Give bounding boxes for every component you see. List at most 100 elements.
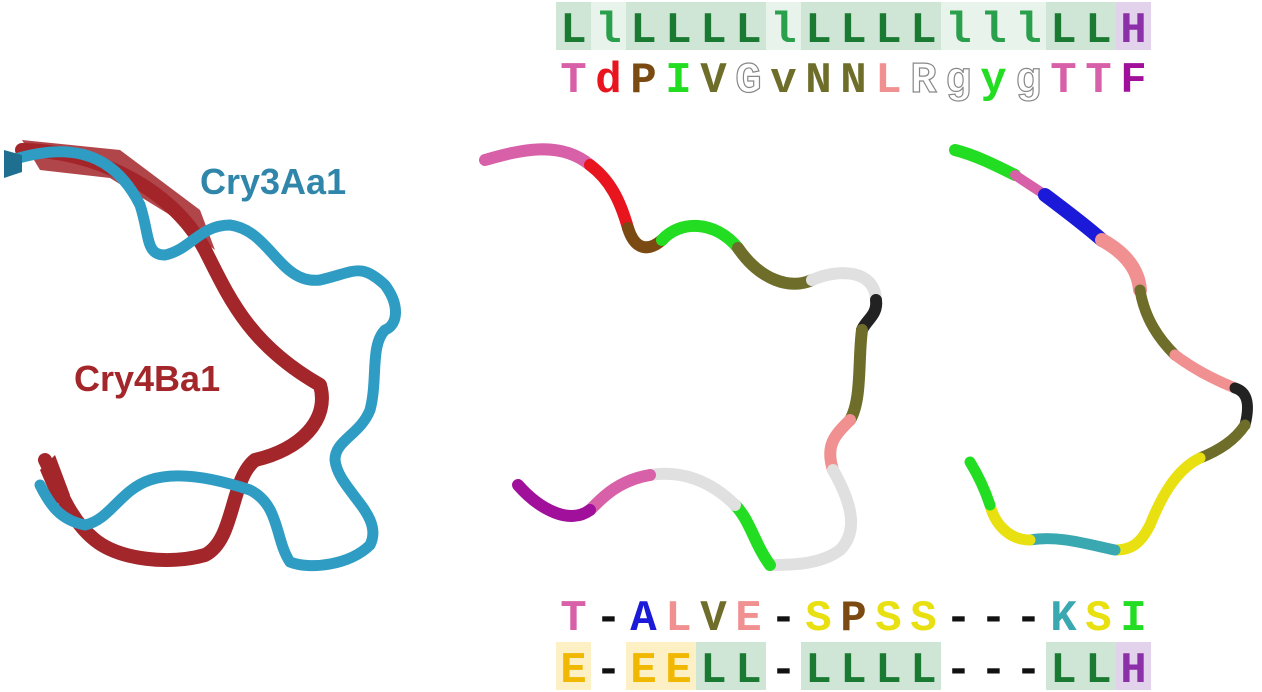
structure-cell-bg: [731, 642, 766, 690]
structure-cell-bg: [1046, 2, 1081, 50]
structure-cell-bg: [591, 2, 626, 50]
cry3aa1-colored-panel: [479, 143, 883, 571]
structure-cell-bg: [906, 2, 941, 50]
segment-y: [729, 499, 776, 571]
segment-k: [1024, 533, 1121, 556]
sequence-letter: N: [805, 56, 831, 106]
sequence-letter: d: [595, 56, 621, 106]
structure-cell-bg: [626, 642, 661, 690]
segment-grey: [806, 267, 882, 306]
segment-t: [479, 143, 596, 171]
structure-letter: l: [980, 6, 1006, 56]
structure-letter: L: [1050, 646, 1076, 692]
structure-letter: L: [840, 646, 866, 692]
structure-cell-bg: [1011, 2, 1046, 50]
structure-cell-bg: [836, 2, 871, 50]
structure-letter: L: [840, 6, 866, 56]
structure-letter: L: [735, 646, 761, 692]
structure-letter: L: [1050, 6, 1076, 56]
structure-letter: L: [910, 6, 936, 56]
structure-cell-bg: [1046, 642, 1081, 690]
structure-cell-bg: [906, 642, 941, 690]
sequence-letter: -: [1015, 594, 1041, 644]
sequence-letter: G: [735, 56, 761, 106]
structure-cell-bg: [871, 2, 906, 50]
sequence-letter: K: [1050, 594, 1077, 644]
sequence-letter: F: [1120, 56, 1146, 106]
structure-letter: -: [1015, 646, 1041, 692]
sequence-letter: E: [735, 594, 761, 644]
structure-letter: L: [910, 646, 936, 692]
structure-cell-bg: [976, 2, 1011, 50]
structure-cell-bg: [1081, 642, 1116, 690]
sequence-letter: S: [910, 594, 936, 644]
structure-cell-bg: [1081, 2, 1116, 50]
sequence-letter: P: [840, 594, 866, 644]
structure-letter: L: [665, 6, 691, 56]
cry3aa1-tube: [6, 146, 401, 572]
structure-cell-bg: [661, 642, 696, 690]
structure-letter: l: [770, 6, 796, 56]
structure-letter: H: [1120, 646, 1146, 692]
segment-l: [824, 414, 856, 476]
sequence-letter: L: [875, 56, 901, 106]
structure-letter: E: [630, 646, 656, 692]
cry4ba1-ribbon-sheet: [22, 140, 215, 250]
structure-letter: E: [560, 646, 586, 692]
segment-l2: [1095, 233, 1147, 297]
sequence-letter: T: [560, 594, 586, 644]
segment-i2: [964, 456, 996, 511]
sequence-letter: R: [910, 56, 937, 106]
segment-s2: [984, 499, 1036, 546]
structure-letter: -: [595, 646, 621, 692]
sequence-letter: S: [875, 594, 901, 644]
sequence-letter: y: [980, 56, 1006, 106]
segment-e: [1169, 349, 1241, 394]
structure-cell-bg: [941, 2, 976, 50]
structure-letter: -: [945, 646, 971, 692]
structure-cell-bg: [766, 2, 801, 50]
structure-letter: L: [700, 6, 726, 56]
structure-letter: L: [805, 646, 831, 692]
structure-cell-bg: [661, 2, 696, 50]
sequence-letter: I: [1120, 594, 1146, 644]
segment-v: [1134, 284, 1181, 361]
structure-letter: -: [770, 646, 796, 692]
sequence-letter: T: [1085, 56, 1111, 106]
structure-cell-bg: [801, 642, 836, 690]
segment-green-start: [949, 144, 1021, 181]
structure-cell-bg: [801, 2, 836, 50]
sequence-letter: V: [700, 56, 727, 106]
segment-tt: [584, 469, 656, 516]
structure-cell-bg: [556, 2, 591, 50]
structure-letter: L: [560, 6, 586, 56]
cry4ba1-ribbon-end: [40, 455, 70, 505]
sequence-letter: g: [1015, 56, 1041, 106]
structure-cell-bg: [836, 642, 871, 690]
structure-letter: L: [700, 646, 726, 692]
structure-letter: L: [1085, 6, 1111, 56]
structure-cell-bg: [696, 642, 731, 690]
sequence-letter: S: [1085, 594, 1111, 644]
structure-letter: L: [875, 646, 901, 692]
structure-letter: L: [1085, 646, 1111, 692]
sequence-letter: T: [560, 56, 586, 106]
segment-nn: [844, 324, 868, 426]
segment-dark2: [1229, 382, 1253, 431]
structure-letter: -: [980, 646, 1006, 692]
structure-cell-bg: [556, 642, 591, 690]
structure-cell-bg: [731, 2, 766, 50]
structure-cell-bg: [696, 2, 731, 50]
sequence-letter: A: [630, 594, 657, 644]
structure-letter: l: [595, 6, 621, 56]
sequence-letter: V: [700, 594, 727, 644]
cry4ba1-colored-panel: [949, 144, 1253, 556]
sequence-letter: P: [630, 56, 656, 106]
segment-g: [644, 467, 741, 511]
structure-letter: L: [805, 6, 831, 56]
structure-letter: H: [1120, 6, 1146, 56]
